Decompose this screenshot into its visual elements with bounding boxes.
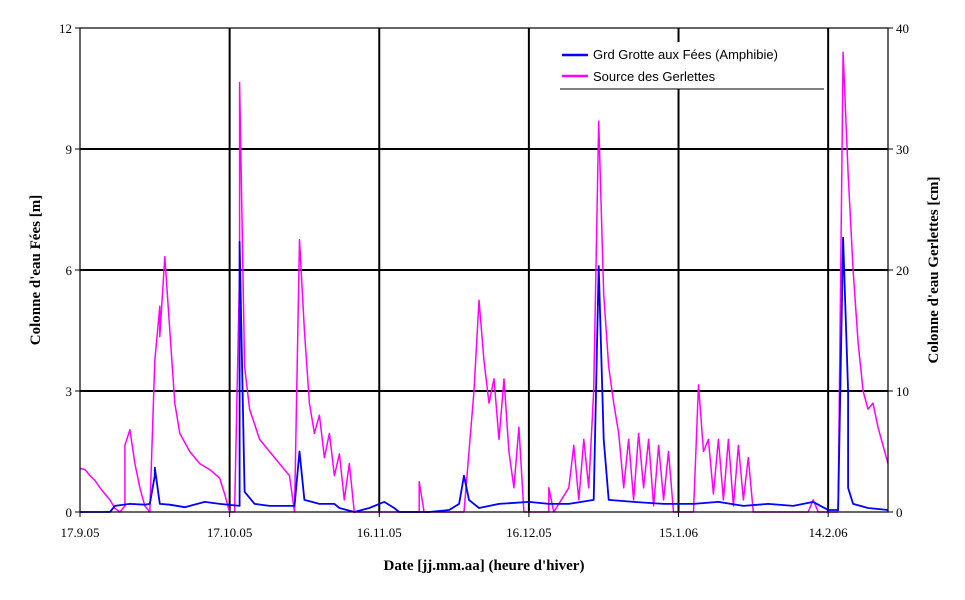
y-right-tick-label: 40 [896,21,909,36]
x-axis-title: Date [jj.mm.aa] (heure d'hiver) [384,558,585,574]
x-tick-label: 16.12.05 [506,525,552,540]
y-right-tick-label: 10 [896,384,909,399]
x-tick-label: 14.2.06 [809,525,849,540]
y-right-tick-label: 30 [896,142,909,157]
x-tick-label: 15.1.06 [659,525,699,540]
y-axis-left-title: Colonne d'eau Fées [m] [28,195,44,345]
y-left-tick-label: 6 [66,263,73,278]
ticks: 0 3 6 9 12 0 10 20 30 40 17.9.05 17.10.05 16.11.05 16… [59,21,909,540]
y-left-tick-label: 9 [66,142,73,157]
y-axis-right-title: Colonne d'eau Gerlettes [cm] [926,176,942,363]
legend: Grd Grotte aux Fées (Amphibie) Source de… [556,42,826,90]
legend-label-fees: Grd Grotte aux Fées (Amphibie) [593,47,778,62]
x-tick-label: 17.10.05 [207,525,253,540]
x-tick-label: 17.9.05 [61,525,100,540]
y-right-tick-label: 20 [896,263,909,278]
y-left-tick-label: 12 [59,21,72,36]
y-left-tick-label: 0 [66,505,73,520]
x-tick-label: 16.11.05 [357,525,402,540]
y-right-tick-label: 0 [896,505,903,520]
legend-label-gerlettes: Source des Gerlettes [593,69,716,84]
y-left-tick-label: 3 [66,384,73,399]
series-line-gerlettes [79,51,889,513]
legend-box [556,42,826,89]
grid [80,28,888,512]
